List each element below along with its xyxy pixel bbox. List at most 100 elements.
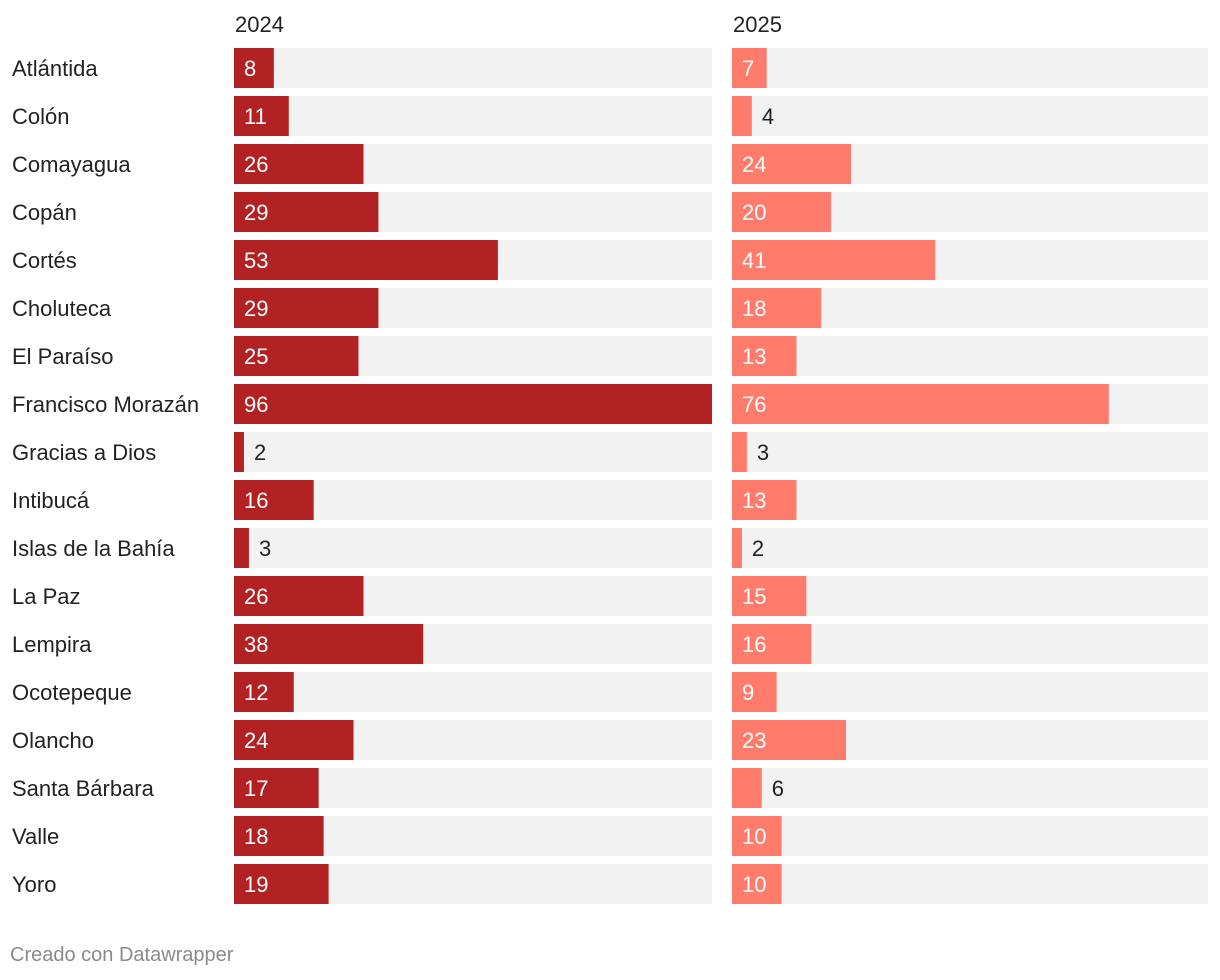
bar-track xyxy=(234,96,712,136)
value-label-2024: 38 xyxy=(244,632,268,657)
bar-2025 xyxy=(732,48,767,88)
value-label-2025: 15 xyxy=(742,584,766,609)
bar-2025 xyxy=(732,240,936,280)
value-label-2024: 8 xyxy=(244,56,256,81)
category-label: Islas de la Bahía xyxy=(12,536,175,561)
category-label: Ocotepeque xyxy=(12,680,132,705)
category-label: Yoro xyxy=(12,872,56,897)
value-label-2025: 16 xyxy=(742,632,766,657)
bar-2025 xyxy=(732,192,832,232)
value-label-2024: 2 xyxy=(254,440,266,465)
bar-2025 xyxy=(732,288,822,328)
category-label: Choluteca xyxy=(12,296,112,321)
bar-2025 xyxy=(732,720,847,760)
category-label: Intibucá xyxy=(12,488,90,513)
bar-track xyxy=(732,528,1208,568)
bar-2025 xyxy=(732,384,1109,424)
series-header-2025: 2025 xyxy=(733,12,782,37)
category-label: Copán xyxy=(12,200,77,225)
value-label-2025: 10 xyxy=(742,872,766,897)
bar-2025 xyxy=(732,816,782,856)
bar-track xyxy=(732,336,1208,376)
value-label-2024: 12 xyxy=(244,680,268,705)
bar-2025 xyxy=(732,768,762,808)
bar-track xyxy=(732,864,1208,904)
bar-track xyxy=(732,816,1208,856)
bar-2024 xyxy=(234,480,314,520)
category-label: Lempira xyxy=(12,632,92,657)
value-label-2025: 20 xyxy=(742,200,766,225)
bar-2025 xyxy=(732,864,782,904)
bar-track xyxy=(234,48,712,88)
bar-2025 xyxy=(732,576,807,616)
bar-2024 xyxy=(234,384,712,424)
value-label-2024: 18 xyxy=(244,824,268,849)
bar-track xyxy=(732,768,1208,808)
value-label-2024: 24 xyxy=(244,728,268,753)
value-label-2025: 9 xyxy=(742,680,754,705)
bar-2024 xyxy=(234,144,364,184)
bar-2024 xyxy=(234,624,424,664)
bar-2025 xyxy=(732,480,797,520)
value-label-2025: 4 xyxy=(762,104,774,129)
bar-track xyxy=(732,48,1208,88)
value-label-2025: 7 xyxy=(742,56,754,81)
value-label-2025: 41 xyxy=(742,248,766,273)
bar-track xyxy=(234,672,712,712)
value-label-2025: 13 xyxy=(742,344,766,369)
value-label-2024: 11 xyxy=(244,104,267,129)
bar-2024 xyxy=(234,432,244,472)
value-label-2025: 2 xyxy=(752,536,764,561)
bar-2025 xyxy=(732,432,747,472)
footer-credit: Creado con Datawrapper xyxy=(10,944,234,966)
bar-2024 xyxy=(234,96,289,136)
series-header-2024: 2024 xyxy=(235,12,284,37)
bar-2024 xyxy=(234,528,249,568)
bar-track xyxy=(732,96,1208,136)
value-label-2025: 76 xyxy=(742,392,766,417)
value-label-2025: 6 xyxy=(772,776,784,801)
bar-2025 xyxy=(732,672,777,712)
value-label-2024: 3 xyxy=(259,536,271,561)
value-label-2024: 53 xyxy=(244,248,268,273)
category-label: Atlántida xyxy=(12,56,98,81)
bar-track xyxy=(732,672,1208,712)
bar-2024 xyxy=(234,240,498,280)
category-label: Olancho xyxy=(12,728,94,753)
value-label-2024: 16 xyxy=(244,488,268,513)
bar-2024 xyxy=(234,672,294,712)
value-label-2025: 10 xyxy=(742,824,766,849)
category-label: La Paz xyxy=(12,584,81,609)
value-label-2025: 24 xyxy=(742,152,766,177)
bar-2024 xyxy=(234,48,274,88)
bar-2024 xyxy=(234,768,319,808)
bar-2024 xyxy=(234,192,379,232)
bar-2025 xyxy=(732,528,742,568)
value-label-2025: 3 xyxy=(757,440,769,465)
bar-track xyxy=(732,432,1208,472)
category-label: Gracias a Dios xyxy=(12,440,156,465)
value-label-2025: 13 xyxy=(742,488,766,513)
value-label-2024: 25 xyxy=(244,344,268,369)
bar-2024 xyxy=(234,864,329,904)
bar-2024 xyxy=(234,336,359,376)
bar-2025 xyxy=(732,624,812,664)
bar-2024 xyxy=(234,816,324,856)
bar-2024 xyxy=(234,720,354,760)
value-label-2024: 26 xyxy=(244,152,268,177)
bar-track xyxy=(732,480,1208,520)
bar-2025 xyxy=(732,144,851,184)
value-label-2024: 26 xyxy=(244,584,268,609)
value-label-2024: 96 xyxy=(244,392,268,417)
category-label: Francisco Morazán xyxy=(12,392,199,417)
value-label-2024: 19 xyxy=(244,872,268,897)
bar-2025 xyxy=(732,96,752,136)
bar-track xyxy=(234,528,712,568)
category-label: Valle xyxy=(12,824,59,849)
bar-2024 xyxy=(234,288,379,328)
category-label: El Paraíso xyxy=(12,344,114,369)
split-bar-chart: 2024 2025 Atlántida 8 7 Colón 11 4 Comayagua 26 24… xyxy=(12,12,1208,904)
value-label-2025: 23 xyxy=(742,728,766,753)
category-label: Cortés xyxy=(12,248,77,273)
bar-track xyxy=(234,432,712,472)
